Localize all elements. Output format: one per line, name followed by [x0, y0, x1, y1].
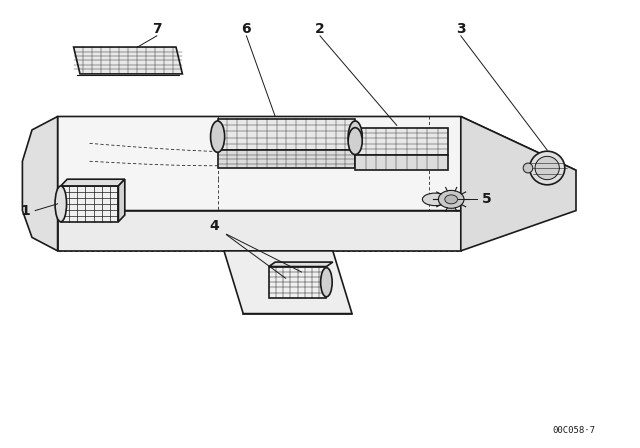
- Polygon shape: [224, 251, 352, 314]
- Ellipse shape: [422, 193, 448, 206]
- Polygon shape: [61, 179, 125, 186]
- Polygon shape: [218, 119, 355, 150]
- Ellipse shape: [535, 156, 559, 180]
- Text: 5: 5: [481, 192, 492, 207]
- Text: 3: 3: [456, 22, 466, 36]
- Circle shape: [445, 195, 458, 204]
- Polygon shape: [22, 116, 58, 251]
- Text: 1: 1: [20, 203, 31, 218]
- Polygon shape: [61, 186, 118, 222]
- Text: 6: 6: [241, 22, 252, 36]
- Polygon shape: [269, 262, 333, 267]
- Ellipse shape: [524, 163, 532, 173]
- Text: 7: 7: [152, 22, 162, 36]
- Ellipse shape: [55, 186, 67, 222]
- Text: 4: 4: [209, 219, 220, 233]
- Text: 00C058·7: 00C058·7: [552, 426, 595, 435]
- Polygon shape: [269, 267, 326, 298]
- Polygon shape: [74, 47, 182, 74]
- Polygon shape: [58, 211, 461, 251]
- Text: 2: 2: [315, 22, 325, 36]
- Ellipse shape: [348, 121, 362, 152]
- Polygon shape: [118, 179, 125, 222]
- Ellipse shape: [321, 268, 332, 297]
- Polygon shape: [58, 116, 576, 211]
- Circle shape: [438, 190, 464, 208]
- Polygon shape: [461, 116, 576, 251]
- Polygon shape: [355, 155, 448, 170]
- Ellipse shape: [530, 151, 565, 185]
- Ellipse shape: [211, 121, 225, 152]
- Polygon shape: [218, 150, 355, 168]
- Ellipse shape: [348, 128, 362, 155]
- Polygon shape: [355, 128, 448, 155]
